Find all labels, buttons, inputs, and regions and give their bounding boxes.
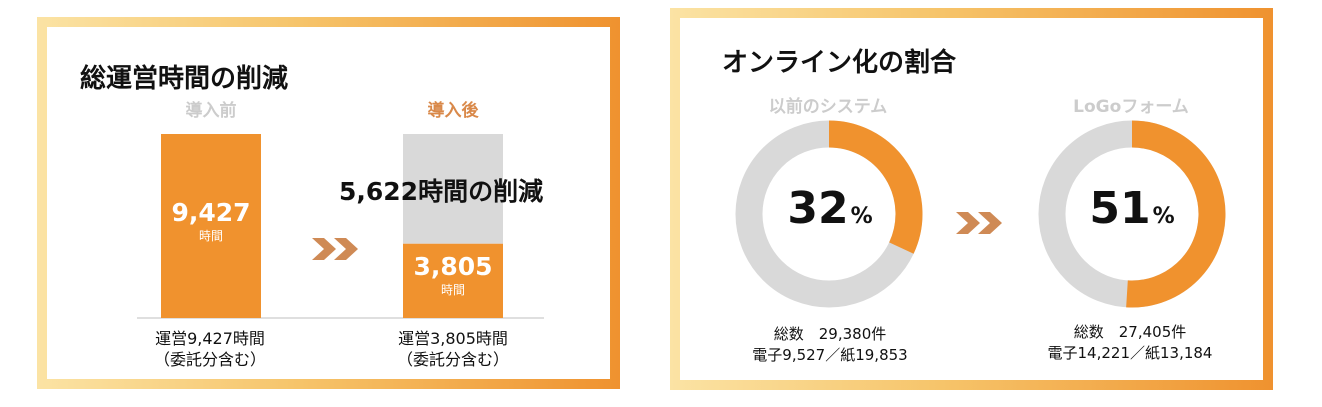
logo-form-total: 総数 27,405件 [1073,323,1187,341]
donut-online-segment [1126,120,1226,308]
previous-system-breakdown: 電子9,527／紙19,853 [752,346,908,364]
before-label: 導入前 [185,101,237,121]
chevron-right-icon [312,238,336,260]
time-reduction-panel [37,17,620,389]
percent-sign: % [850,204,873,229]
after-bar-label: 3,805 時間 [403,252,503,298]
logo-form-donut [1038,120,1226,308]
after-bar-unit: 時間 [440,283,465,297]
logo-form-percent: 51% [1042,183,1222,234]
after-caption-hours: 運営3,805時間 [398,329,508,348]
donut-online-segment [828,120,923,254]
time-reduction-title: 総運営時間の削減 [80,64,289,94]
after-bar [403,243,503,318]
online-ratio-panel [670,8,1273,390]
after-caption-note: （委託分含む） [396,350,509,369]
percent-sign: % [1152,204,1175,229]
logo-form-label: LoGoフォーム [1073,97,1189,117]
online-ratio-title: オンライン化の割合 [722,48,957,78]
after-bar-value: 3,805 [413,252,493,281]
reduced-portion-bar [403,134,503,244]
chevron-right-icon [956,212,980,234]
before-bar-label: 9,427 時間 [161,198,261,244]
time-reduction-panel-body [47,27,610,379]
before-bar-unit: 時間 [198,229,223,243]
chevron-right-icon [334,238,358,260]
logo-form-caption: 総数 27,405件 電子14,221／紙13,184 [1040,322,1220,364]
after-label: 導入後 [427,101,479,121]
chevron-right-icon [978,212,1002,234]
previous-system-label: 以前のシステム [768,97,888,117]
previous-system-percent: 32% [740,183,920,234]
previous-system-donut [735,120,923,308]
before-bar-value: 9,427 [171,198,251,227]
before-caption: 運営9,427時間 （委託分含む） [120,328,300,370]
after-caption: 運営3,805時間 （委託分含む） [363,328,543,370]
reduction-annotation: 5,622時間の削減 [339,177,544,206]
before-bar [161,134,261,318]
previous-system-total: 総数 29,380件 [773,325,887,343]
previous-system-caption: 総数 29,380件 電子9,527／紙19,853 [740,324,920,366]
logo-form-breakdown: 電子14,221／紙13,184 [1047,344,1213,362]
before-caption-note: （委託分含む） [153,350,266,369]
online-ratio-panel-body [680,18,1263,380]
previous-system-percent-value: 32 [787,183,849,234]
before-caption-hours: 運営9,427時間 [155,329,265,348]
logo-form-percent-value: 51 [1089,183,1151,234]
